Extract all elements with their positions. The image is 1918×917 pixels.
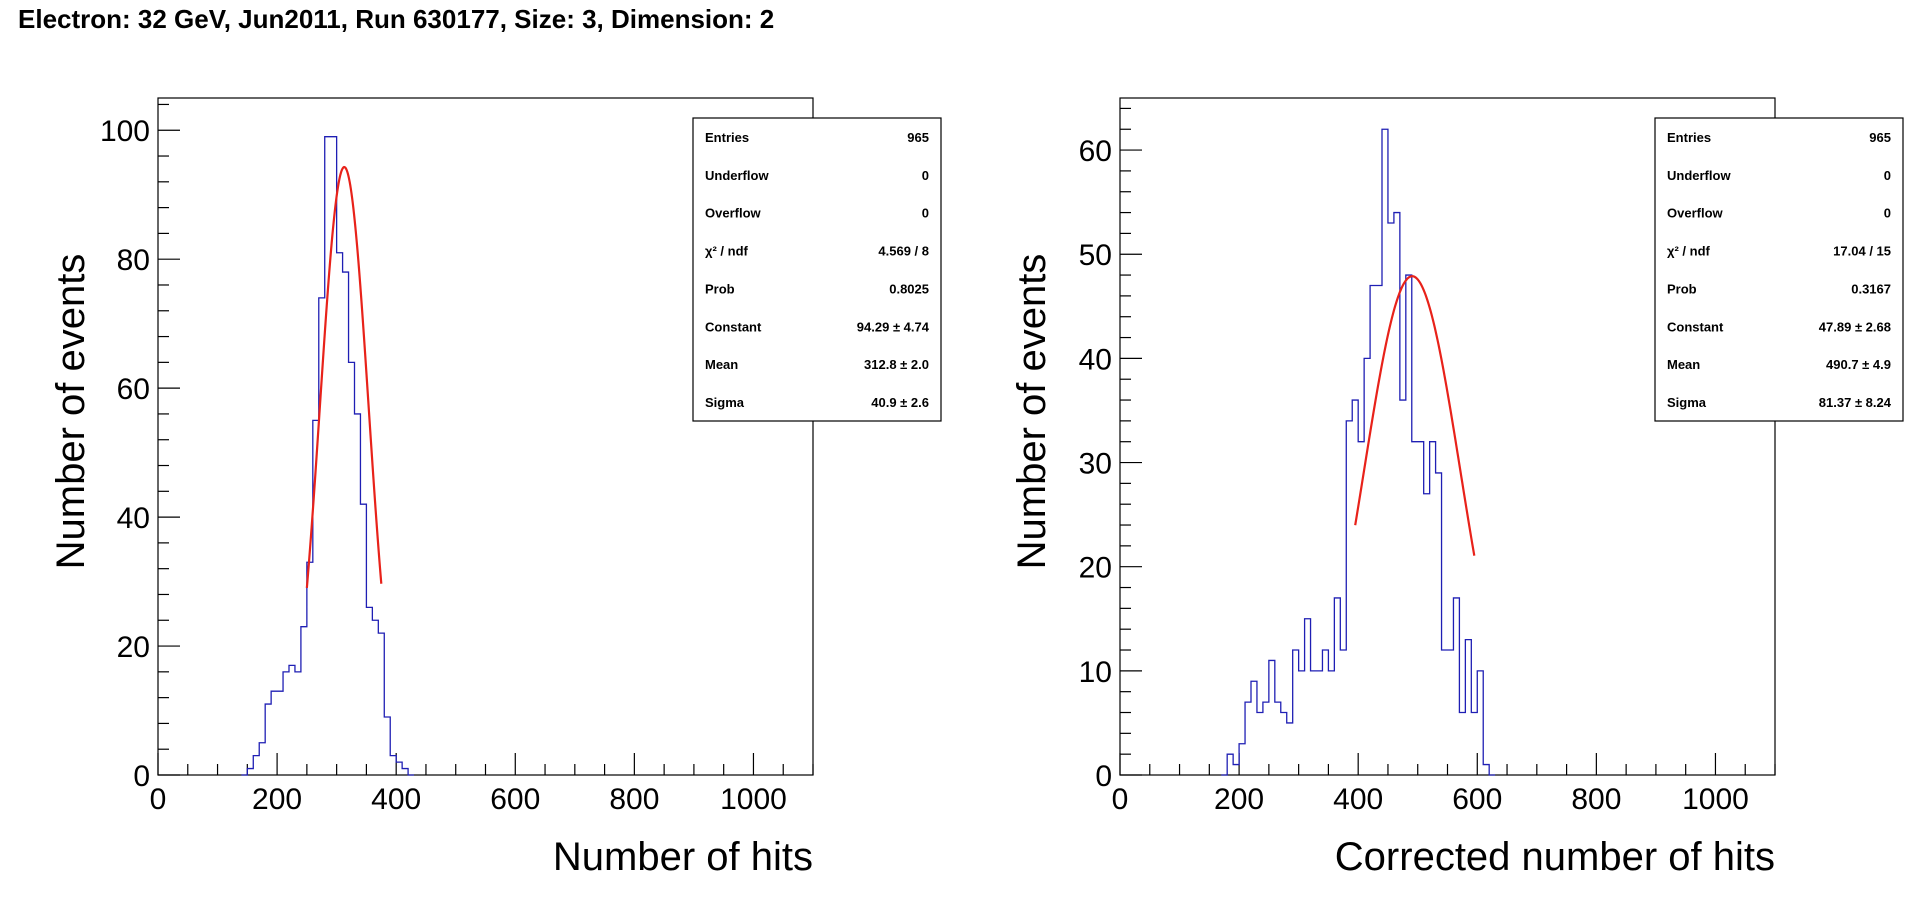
histogram-line xyxy=(241,136,415,776)
stats-box: Entries 965 Underflow 0 Overflow 0 χ² / ndf 4.5… xyxy=(692,117,942,422)
stats-label: Overflow xyxy=(705,206,762,221)
x-tick-label: 200 xyxy=(252,783,302,816)
page-title: Electron: 32 GeV, Jun2011, Run 630177, S… xyxy=(18,4,775,34)
gaussian-fit-curve xyxy=(1354,275,1476,556)
x-tick-label: 0 xyxy=(150,783,167,816)
x-tick-label: 0 xyxy=(1112,783,1129,816)
stats-value: 0 xyxy=(922,206,929,221)
histogram-line xyxy=(1221,128,1496,776)
stats-label: Sigma xyxy=(1667,395,1707,410)
stats-label: Overflow xyxy=(1667,206,1724,221)
stats-value: 17.04 / 15 xyxy=(1833,244,1891,259)
stats-value: 81.37 ± 8.24 xyxy=(1819,395,1892,410)
histogram-panel-hits: 0 200 400 600 800 1000 0 20 40 60 80 100 Number of h… xyxy=(49,97,942,879)
y-axis-label: Number of events xyxy=(1010,254,1054,570)
stats-value: 490.7 ± 4.9 xyxy=(1826,357,1891,372)
y-tick-label: 40 xyxy=(1079,343,1112,376)
y-tick-label: 50 xyxy=(1079,239,1112,272)
y-tick-label: 80 xyxy=(117,244,150,277)
y-tick-label: 20 xyxy=(1079,552,1112,585)
x-axis-label: Number of hits xyxy=(553,835,813,879)
x-tick-label: 600 xyxy=(490,783,540,816)
x-tick-label: 600 xyxy=(1452,783,1502,816)
stats-value: 0.8025 xyxy=(889,281,929,296)
stats-label: Prob xyxy=(705,281,735,296)
stats-box-frame xyxy=(1654,117,1904,422)
x-tick-label: 800 xyxy=(1571,783,1621,816)
stats-value: 0 xyxy=(1884,206,1891,221)
x-axis-label: Corrected number of hits xyxy=(1335,835,1775,879)
stats-value: 965 xyxy=(1869,130,1891,145)
stats-value: 0 xyxy=(922,168,929,183)
gaussian-fit-curve xyxy=(305,165,383,589)
stats-value: 965 xyxy=(907,130,929,145)
stats-value: 47.89 ± 2.68 xyxy=(1819,319,1891,334)
stats-box-frame xyxy=(692,117,942,422)
y-axis-label: Number of events xyxy=(49,254,93,570)
y-tick-label: 0 xyxy=(133,760,150,793)
x-tick-label: 1000 xyxy=(1682,783,1749,816)
stats-label: Sigma xyxy=(705,395,745,410)
stats-label: Entries xyxy=(1667,130,1711,145)
x-tick-label: 1000 xyxy=(720,783,787,816)
stats-label: Underflow xyxy=(705,168,769,183)
histogram-panel-corrected-hits: 0 200 400 600 800 1000 0 10 20 30 40 50 60 Corrected … xyxy=(1010,97,1904,879)
y-tick-label: 0 xyxy=(1095,760,1112,793)
stats-value: 4.569 / 8 xyxy=(878,244,929,259)
y-tick-label: 20 xyxy=(117,631,150,664)
stats-value: 0.3167 xyxy=(1851,281,1891,296)
stats-label: Constant xyxy=(705,319,762,334)
x-tick-label: 200 xyxy=(1214,783,1264,816)
y-tick-label: 60 xyxy=(117,373,150,406)
y-tick-label: 10 xyxy=(1079,656,1112,689)
stats-label: Entries xyxy=(705,130,749,145)
stats-label: χ² / ndf xyxy=(705,244,749,259)
y-tick-label: 30 xyxy=(1079,448,1112,481)
stats-label: Underflow xyxy=(1667,168,1731,183)
x-tick-label: 400 xyxy=(1333,783,1383,816)
x-tick-label: 800 xyxy=(609,783,659,816)
stats-label: χ² / ndf xyxy=(1667,244,1711,259)
stats-label: Mean xyxy=(1667,357,1700,372)
stats-box: Entries 965 Underflow 0 Overflow 0 χ² / ndf 17.… xyxy=(1654,117,1904,422)
stats-value: 0 xyxy=(1884,168,1891,183)
stats-label: Constant xyxy=(1667,319,1724,334)
stats-value: 312.8 ± 2.0 xyxy=(864,357,929,372)
y-tick-label: 100 xyxy=(100,115,150,148)
stats-value: 94.29 ± 4.74 xyxy=(857,319,930,334)
stats-value: 40.9 ± 2.6 xyxy=(871,395,929,410)
y-tick-label: 40 xyxy=(117,502,150,535)
stats-label: Prob xyxy=(1667,281,1697,296)
x-tick-label: 400 xyxy=(371,783,421,816)
stats-label: Mean xyxy=(705,357,738,372)
y-tick-label: 60 xyxy=(1079,135,1112,168)
